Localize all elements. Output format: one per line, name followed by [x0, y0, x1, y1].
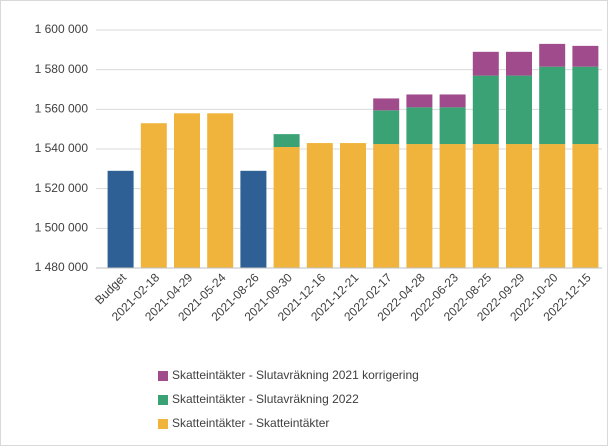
- bar-segment: [373, 144, 400, 268]
- y-tick-label: 1 600 000: [35, 22, 89, 36]
- bar-segment: [439, 94, 466, 108]
- bar-segment: [406, 107, 433, 145]
- bar-segment: [439, 144, 466, 268]
- y-tick-label: 1 520 000: [35, 181, 89, 195]
- legend-swatch: [158, 371, 168, 381]
- bar-segment: [406, 144, 433, 268]
- bar-segment: [174, 113, 200, 268]
- bar-segment: [306, 143, 333, 268]
- y-tick-label: 1 560 000: [35, 102, 89, 116]
- legend-label: Skatteintäkter - Slutavräkning 2021 korr…: [172, 368, 419, 382]
- y-tick-label: 1 580 000: [35, 62, 89, 76]
- bar-segment: [140, 123, 167, 268]
- bar-segment: [406, 94, 433, 108]
- y-tick-label: 1 500 000: [35, 221, 89, 235]
- bar-segment: [207, 113, 234, 268]
- bar-segment: [273, 147, 300, 268]
- bar-segment: [572, 144, 599, 268]
- bar-segment: [373, 98, 400, 111]
- bar-segment: [472, 75, 499, 145]
- bar-segment: [472, 51, 499, 76]
- bar-segment: [572, 66, 599, 145]
- legend-swatch: [158, 419, 168, 429]
- legend-label: Skatteintäkter - Slutavräkning 2022: [172, 392, 359, 406]
- y-tick-label: 1 540 000: [35, 141, 89, 155]
- legend-label: Skatteintäkter - Skatteintäkter: [172, 416, 329, 430]
- bar-segment: [506, 51, 532, 76]
- bar-segment: [273, 134, 300, 148]
- bar-segment: [472, 144, 499, 268]
- bar-segment: [439, 107, 466, 145]
- bar-segment: [539, 66, 566, 145]
- bar-segment: [539, 43, 566, 67]
- bar-segment: [340, 143, 366, 268]
- bar-segment: [240, 170, 267, 268]
- bar-segment: [373, 110, 400, 145]
- bar-segment: [107, 170, 134, 268]
- bar-segment: [506, 75, 532, 145]
- bar-segment: [539, 144, 566, 268]
- bar-segment: [572, 45, 599, 67]
- bar-segment: [506, 144, 532, 268]
- legend-swatch: [158, 395, 168, 405]
- y-tick-label: 1 480 000: [35, 260, 89, 274]
